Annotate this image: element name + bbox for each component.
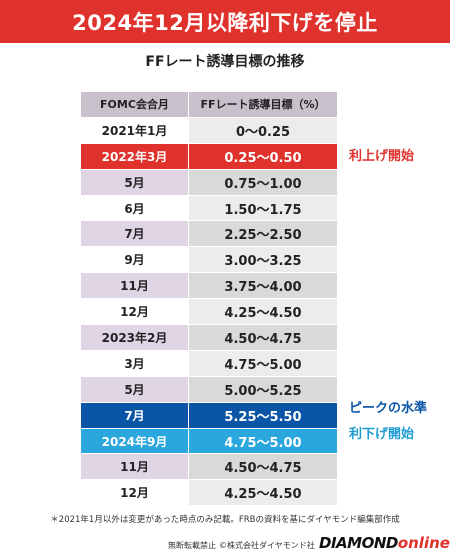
table-row: 12月 4.25～4.50 <box>81 480 337 507</box>
rate-cell: 5.25～5.50 <box>188 402 337 428</box>
rate-cell: 2.25～2.50 <box>188 221 337 247</box>
source-footnote: ＊2021年1月以外は変更があった時点のみ記載。FRBの資料を基にダイヤモンド編… <box>50 515 400 525</box>
month-cell: 12月 <box>81 299 188 325</box>
month-cell: 7月 <box>81 402 188 428</box>
table-row: 5月 5.00～5.25 <box>81 376 337 403</box>
month-cell: 7月 <box>81 221 188 247</box>
table-title: FFレート誘導目標の推移 <box>145 54 305 70</box>
table-row: 11月 3.75～4.00 <box>81 273 337 300</box>
rate-cell: 0.25～0.50 <box>188 143 337 169</box>
month-cell: 11月 <box>81 454 188 480</box>
table-row: 7月 2.25～2.50 <box>81 221 337 248</box>
table-header-row: FOMC会合月 FFレート誘導目標（%） <box>81 92 337 118</box>
rate-cell: 3.75～4.00 <box>188 273 337 299</box>
annotation-hike-start: 利上げ開始 <box>349 149 415 164</box>
month-cell: 11月 <box>81 273 188 299</box>
month-cell: 2023年2月 <box>81 325 188 350</box>
ff-rate-table: FOMC会合月 FFレート誘導目標（%） 2021年1月 0～0.25 2022… <box>81 92 337 507</box>
header-ff-rate: FFレート誘導目標（%） <box>188 92 337 117</box>
month-cell: 9月 <box>81 247 188 273</box>
month-cell: 6月 <box>81 195 188 221</box>
month-cell: 5月 <box>81 376 188 402</box>
headline-banner: 2024年12月以降利下げを停止 <box>0 0 450 43</box>
rate-cell: 0～0.25 <box>188 117 337 143</box>
month-cell: 2021年1月 <box>81 117 188 143</box>
rate-cell: 4.50～4.75 <box>188 325 337 350</box>
rate-cell: 4.75～5.00 <box>188 428 337 454</box>
month-cell: 12月 <box>81 480 188 506</box>
rate-cell: 1.50～1.75 <box>188 195 337 221</box>
table-row: 11月 4.50～4.75 <box>81 454 337 481</box>
rate-cell: 5.00～5.25 <box>188 376 337 402</box>
copyright-notice: ©株式会社ダイヤモンド社 <box>219 541 315 550</box>
month-cell: 3月 <box>81 350 188 376</box>
rate-cell: 0.75～1.00 <box>188 169 337 195</box>
table-row: 2023年2月 4.50～4.75 <box>81 325 337 351</box>
table-row-hike-start: 2022年3月 0.25～0.50 <box>81 143 337 170</box>
month-cell: 2022年3月 <box>81 143 188 169</box>
table-row-peak: 7月 5.25～5.50 <box>81 402 337 429</box>
header-fomc-month: FOMC会合月 <box>81 92 188 117</box>
no-reprint-notice: 無断転載禁止 <box>168 541 216 550</box>
rate-cell: 3.00～3.25 <box>188 247 337 273</box>
table-row: 12月 4.25～4.50 <box>81 299 337 326</box>
month-cell: 2024年9月 <box>81 428 188 454</box>
table-row: 2021年1月 0～0.25 <box>81 117 337 144</box>
footer-bar: 無断転載禁止 ©株式会社ダイヤモンド社 DIAMONDonline <box>0 534 450 556</box>
rate-cell: 4.25～4.50 <box>188 480 337 506</box>
table-row-cut-start: 2024年9月 4.75～5.00 <box>81 428 337 455</box>
rate-cell: 4.75～5.00 <box>188 350 337 376</box>
rate-cell: 4.50～4.75 <box>188 454 337 480</box>
annotation-cut-start: 利下げ開始 <box>349 427 415 442</box>
table-row: 3月 4.75～5.00 <box>81 350 337 377</box>
diamond-online-logo: DIAMONDonline <box>319 534 450 552</box>
annotation-peak: ピークの水準 <box>349 401 428 416</box>
table-row: 9月 3.00～3.25 <box>81 247 337 274</box>
table-row: 6月 1.50～1.75 <box>81 195 337 222</box>
rate-cell: 4.25～4.50 <box>188 299 337 325</box>
month-cell: 5月 <box>81 169 188 195</box>
table-row: 5月 0.75～1.00 <box>81 169 337 196</box>
